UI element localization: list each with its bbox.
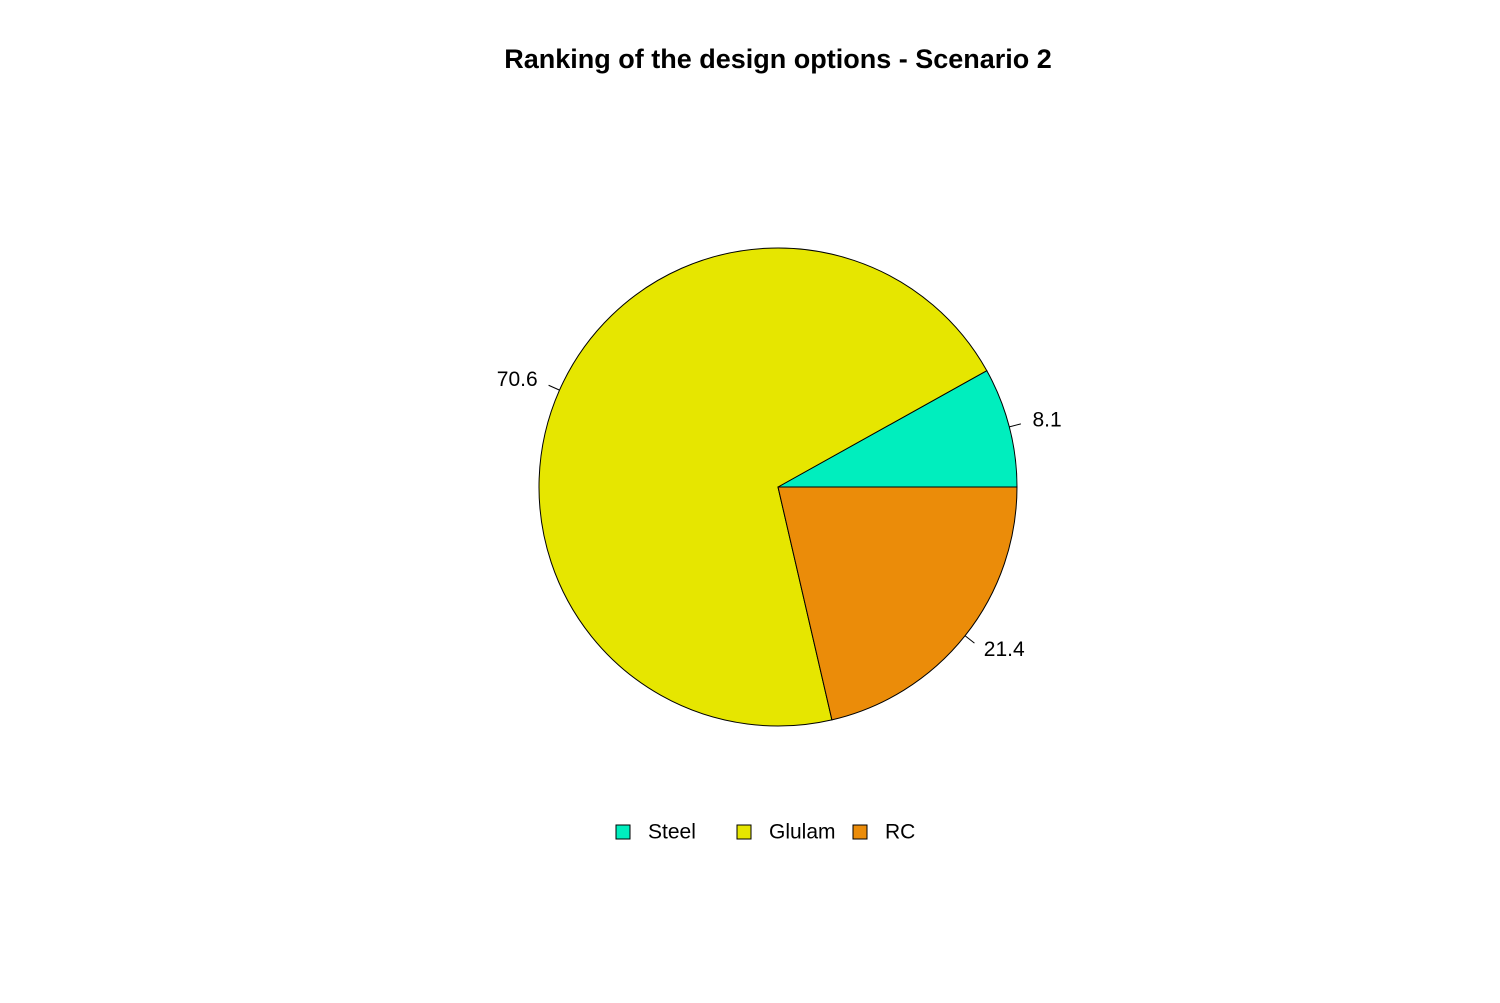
pie-slice xyxy=(777,486,1018,721)
legend-label: RC xyxy=(885,821,915,844)
label-tick xyxy=(1009,423,1022,428)
legend-label: Glulam xyxy=(769,821,836,844)
label-tick xyxy=(964,635,975,644)
legend-label: Steel xyxy=(648,821,696,844)
pie-slice xyxy=(538,247,988,727)
chart-title: Ranking of the design options - Scenario… xyxy=(504,44,1052,74)
legend-swatch xyxy=(852,824,868,840)
legend-swatch xyxy=(736,824,752,840)
label-tick xyxy=(548,384,560,391)
slice-label: 8.1 xyxy=(1032,408,1061,431)
slice-label: 70.6 xyxy=(497,368,538,391)
legend-swatch xyxy=(615,824,631,840)
slice-label: 21.4 xyxy=(984,638,1025,661)
